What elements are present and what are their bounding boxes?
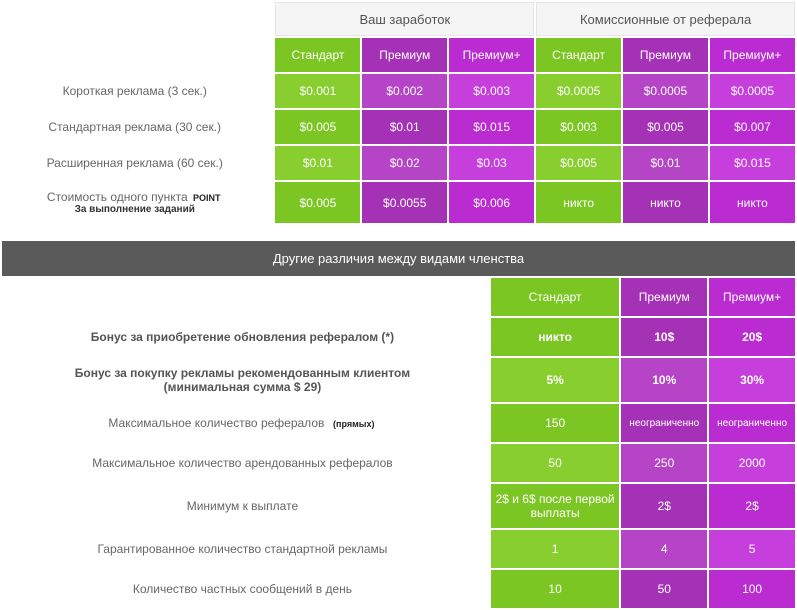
table-row: Стоимость одного пункта POINTЗа выполнен…	[2, 182, 795, 223]
cell-prem: 250	[621, 444, 707, 482]
cell-ref-prem: $0.0005	[623, 74, 708, 108]
cell-ref-std: $0.005	[536, 146, 621, 180]
cell-earn-premp: $0.03	[449, 146, 534, 180]
cell-std: 150	[491, 404, 619, 442]
section-banner: Другие различия между видами членства	[2, 241, 795, 276]
tier-header-row-2: Стандарт Премиум Премиум+	[2, 278, 795, 316]
cell-prem: неограниченно	[621, 404, 707, 442]
cell-ref-std: $0.003	[536, 110, 621, 144]
tier-prem-ref: Премиум	[623, 38, 708, 72]
table-row: Бонус за покупку рекламы рекомендованным…	[2, 358, 795, 402]
cell-ref-std: $0.0005	[536, 74, 621, 108]
cell-ref-premp: никто	[710, 182, 795, 223]
cell-ref-prem: никто	[623, 182, 708, 223]
cell-std: 5%	[491, 358, 619, 402]
cell-earn-premp: $0.015	[449, 110, 534, 144]
cell-ref-std: никто	[536, 182, 621, 223]
cell-ref-prem: $0.005	[623, 110, 708, 144]
cell-std: 1	[491, 530, 619, 568]
cell-premp: 2$	[709, 484, 795, 528]
cell-std: никто	[491, 318, 619, 356]
table-row: Минимум к выплате2$ и 6$ после первой вы…	[2, 484, 795, 528]
cell-premp: 100	[709, 570, 795, 608]
table-row: Гарантированное количество стандартной р…	[2, 530, 795, 568]
tier2-premp: Премиум+	[709, 278, 795, 316]
tier-premp: Премиум+	[449, 38, 534, 72]
cell-prem: 50	[621, 570, 707, 608]
cell-ref-premp: $0.0005	[710, 74, 795, 108]
row-label: Гарантированное количество стандартной р…	[2, 530, 489, 568]
tier-std-ref: Стандарт	[536, 38, 621, 72]
row-label: Расширенная реклама (60 сек.)	[2, 146, 273, 180]
row-label: Стандартная реклама (30 сек.)	[2, 110, 273, 144]
row-label: Короткая реклама (3 сек.)	[2, 74, 273, 108]
cell-prem: 10%	[621, 358, 707, 402]
cell-earn-prem: $0.02	[362, 146, 447, 180]
cell-std: 50	[491, 444, 619, 482]
cell-premp: 5	[709, 530, 795, 568]
cell-prem: 10$	[621, 318, 707, 356]
tier2-std: Стандарт	[491, 278, 619, 316]
cell-premp: 2000	[709, 444, 795, 482]
cell-earn-premp: $0.003	[449, 74, 534, 108]
group-earn: Ваш заработок	[275, 2, 534, 36]
table-row: Количество частных сообщений в день10501…	[2, 570, 795, 608]
cell-earn-std: $0.01	[275, 146, 360, 180]
cell-earn-std: $0.005	[275, 110, 360, 144]
cell-earn-prem: $0.0055	[362, 182, 447, 223]
cell-premp: 20$	[709, 318, 795, 356]
cell-prem: 2$	[621, 484, 707, 528]
row-label: Количество частных сообщений в день	[2, 570, 489, 608]
row-label: Бонус за приобретение обновления реферал…	[2, 318, 489, 356]
row-label: Минимум к выплате	[2, 484, 489, 528]
cell-prem: 4	[621, 530, 707, 568]
table-row: Расширенная реклама (60 сек.)$0.01$0.02$…	[2, 146, 795, 180]
group-ref: Комиссионные от реферала	[536, 2, 795, 36]
cell-premp: 30%	[709, 358, 795, 402]
cell-earn-prem: $0.002	[362, 74, 447, 108]
table-row: Стандартная реклама (30 сек.)$0.005$0.01…	[2, 110, 795, 144]
cell-std: 2$ и 6$ после первой выплаты	[491, 484, 619, 528]
table-row: Бонус за приобретение обновления реферал…	[2, 318, 795, 356]
row-label: Стоимость одного пункта POINTЗа выполнен…	[2, 182, 273, 223]
cell-ref-premp: $0.007	[710, 110, 795, 144]
row-label: Максимальное количество рефералов (прямы…	[2, 404, 489, 442]
cell-earn-prem: $0.01	[362, 110, 447, 144]
cell-ref-premp: $0.015	[710, 146, 795, 180]
cell-earn-premp: $0.006	[449, 182, 534, 223]
cell-std: 10	[491, 570, 619, 608]
cell-earn-std: $0.005	[275, 182, 360, 223]
differences-table: Другие различия между видами членства Ст…	[0, 239, 797, 610]
earnings-table: Ваш заработок Комиссионные от реферала С…	[0, 0, 797, 225]
tier-std: Стандарт	[275, 38, 360, 72]
tier-header-row: Стандарт Премиум Премиум+ Стандарт Преми…	[2, 38, 795, 72]
table-row: Максимальное количество арендованных реф…	[2, 444, 795, 482]
table-row: Максимальное количество рефералов (прямы…	[2, 404, 795, 442]
cell-earn-std: $0.001	[275, 74, 360, 108]
cell-ref-prem: $0.01	[623, 146, 708, 180]
row-label: Бонус за покупку рекламы рекомендованным…	[2, 358, 489, 402]
table-row: Короткая реклама (3 сек.)$0.001$0.002$0.…	[2, 74, 795, 108]
group-header-row: Ваш заработок Комиссионные от реферала	[2, 2, 795, 36]
tier-premp-ref: Премиум+	[710, 38, 795, 72]
cell-premp: неограниченно	[709, 404, 795, 442]
tier-prem: Премиум	[362, 38, 447, 72]
tier2-prem: Премиум	[621, 278, 707, 316]
row-label: Максимальное количество арендованных реф…	[2, 444, 489, 482]
